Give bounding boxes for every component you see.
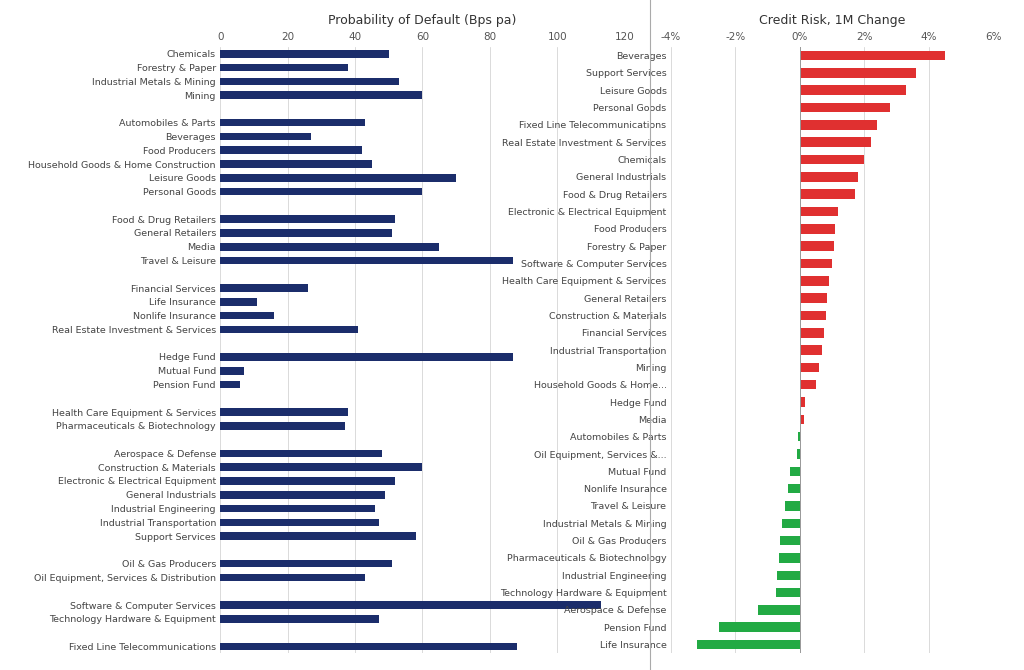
Bar [800, 362, 819, 372]
Bar [220, 560, 392, 567]
Bar [220, 422, 345, 429]
Bar [220, 147, 361, 154]
Bar [220, 243, 439, 251]
Bar [220, 229, 392, 237]
Bar [800, 276, 828, 285]
Bar [220, 408, 348, 416]
Bar [798, 450, 800, 459]
Bar [800, 68, 915, 78]
Bar [220, 505, 375, 513]
Bar [220, 601, 601, 609]
Bar [719, 622, 800, 632]
Bar [220, 574, 366, 582]
Bar [220, 50, 389, 58]
Bar [220, 353, 513, 360]
Bar [220, 188, 422, 196]
Bar [220, 284, 308, 292]
Bar [800, 120, 878, 129]
Bar [800, 190, 855, 199]
Bar [780, 536, 800, 545]
Bar [220, 160, 372, 168]
Bar [800, 328, 824, 338]
Bar [800, 207, 839, 216]
Bar [220, 174, 456, 182]
Bar [220, 464, 422, 471]
Bar [220, 533, 416, 540]
Bar [777, 571, 800, 580]
Bar [800, 415, 804, 424]
Bar [800, 86, 906, 95]
Bar [798, 432, 800, 442]
Bar [220, 381, 241, 389]
Bar [220, 326, 358, 333]
Bar [220, 64, 348, 72]
X-axis label: Probability of Default (Bps pa): Probability of Default (Bps pa) [329, 13, 516, 27]
Bar [800, 241, 834, 251]
Bar [800, 224, 836, 234]
Bar [220, 133, 311, 140]
Bar [220, 477, 395, 485]
Bar [800, 51, 945, 60]
Bar [800, 380, 816, 389]
Bar [220, 119, 366, 127]
Bar [785, 501, 800, 511]
Bar [800, 103, 890, 113]
Bar [800, 345, 822, 355]
Bar [791, 466, 800, 476]
Bar [220, 450, 382, 457]
Bar [220, 615, 379, 622]
Bar [775, 588, 800, 598]
Bar [800, 155, 864, 164]
Bar [788, 484, 800, 493]
Bar [800, 259, 831, 268]
Bar [220, 78, 398, 85]
Bar [800, 293, 827, 303]
Bar [800, 311, 825, 320]
Bar [800, 172, 858, 182]
Bar [220, 215, 395, 223]
Bar [800, 137, 870, 147]
Bar [696, 640, 800, 649]
Bar [220, 519, 379, 526]
Bar [782, 519, 800, 528]
Bar [779, 553, 800, 563]
Bar [220, 91, 422, 99]
Bar [220, 491, 385, 498]
Bar [758, 605, 800, 614]
Bar [220, 312, 274, 320]
Bar [220, 643, 517, 650]
X-axis label: Credit Risk, 1M Change: Credit Risk, 1M Change [759, 13, 905, 27]
Bar [800, 397, 805, 407]
Bar [220, 257, 513, 264]
Bar [220, 298, 257, 306]
Bar [220, 367, 244, 375]
